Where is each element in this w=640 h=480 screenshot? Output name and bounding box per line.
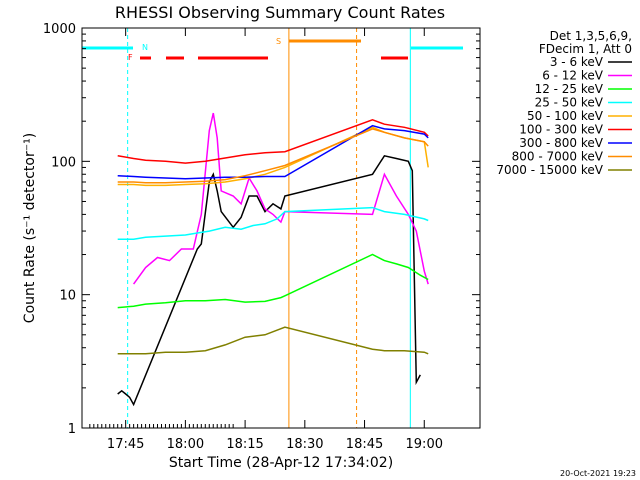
series-line [117, 124, 429, 180]
legend-entry-label: 300 - 800 keV [519, 136, 603, 150]
saa-flag-label: S [276, 37, 281, 46]
legend-entry-label: 6 - 12 keV [542, 69, 604, 83]
legend-entry-label: 25 - 50 keV [535, 96, 604, 110]
x-tick-label: 18:15 [226, 437, 263, 452]
x-axis-label: Start Time (28-Apr-12 17:34:02) [169, 455, 393, 471]
y-tick-label: 100 [51, 155, 76, 170]
plot-timestamp: 20-Oct-2021 19:23 [560, 469, 636, 478]
series-lines [117, 112, 429, 407]
y-axis-label: Count Rate (s⁻¹ detector⁻¹) [22, 133, 38, 323]
y-tick-label: 1000 [43, 22, 76, 37]
chart-title: RHESSI Observing Summary Count Rates [115, 3, 445, 22]
flag-bars: N F S [82, 37, 463, 62]
night-flag-label: N [142, 43, 148, 52]
flare-flag-label: F [128, 53, 133, 62]
legend: Det 1,3,5,6,9, FDecim 1, Att 0 3 - 6 keV… [496, 29, 632, 177]
event-markers [127, 28, 411, 428]
series-line [117, 128, 429, 184]
series-line [117, 206, 429, 241]
x-tick-label: 17:45 [107, 437, 144, 452]
series-line [132, 112, 429, 285]
legend-entry-label: 50 - 100 keV [527, 109, 604, 123]
x-tick-label: 18:00 [167, 437, 204, 452]
legend-header-line-2: FDecim 1, Att 0 [539, 42, 632, 56]
x-tick-label: 19:00 [406, 437, 443, 452]
legend-entry-label: 800 - 7000 keV [512, 150, 604, 164]
legend-entry-label: 100 - 300 keV [519, 123, 603, 137]
y-tick-label: 10 [59, 289, 76, 304]
x-tick-label: 18:45 [346, 437, 383, 452]
series-line [117, 326, 429, 355]
y-tick-label: 1 [68, 422, 76, 437]
axes: 17:45 18:00 18:15 18:30 18:45 19:00 1 10 100 1000 [43, 22, 480, 452]
plot-frame [81, 27, 481, 429]
legend-entry-label: 12 - 25 keV [535, 82, 604, 96]
legend-entry-label: 7000 - 15000 keV [496, 163, 603, 177]
series-line [117, 154, 421, 407]
legend-entry-label: 3 - 6 keV [550, 55, 604, 69]
series-line [117, 253, 429, 309]
legend-header-line-1: Det 1,3,5,6,9, [550, 29, 632, 43]
series-line [117, 119, 429, 164]
x-tick-label: 18:30 [286, 437, 323, 452]
